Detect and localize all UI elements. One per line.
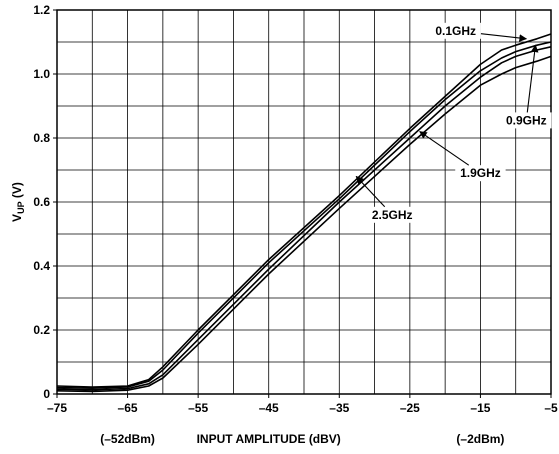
callout-backdrop	[367, 206, 418, 223]
callout-label: 0.1GHz	[435, 24, 476, 38]
series-line-2-5ghz	[56, 55, 552, 393]
x-axis-label: INPUT AMPLITUDE (dBV)	[197, 432, 341, 446]
callout-arrow	[419, 131, 470, 166]
callout-label: 2.5GHz	[372, 208, 413, 222]
series-line-1-9ghz	[56, 46, 552, 391]
y-axis-label-main: V	[10, 214, 24, 222]
y-tick-label: 0.8	[33, 131, 50, 145]
x-tick-label: –35	[329, 401, 349, 415]
x-tick-label: –5	[544, 401, 558, 415]
x-annotation: (–52dBm)	[100, 432, 155, 446]
x-annotation: (–2dBm)	[456, 432, 504, 446]
callout-arrow	[355, 175, 386, 208]
y-tick-label: 0.2	[33, 323, 50, 337]
x-tick-label: –75	[47, 401, 67, 415]
ticks: –75 –65 –55 –45 –35 –25 –15 –5 0 0.2 0.4 0.6 0.8 1.0 1…	[33, 3, 558, 446]
callouts: 0.1GHz 0.9GHz 1.9GHz 2.5GHz	[355, 22, 552, 223]
series-line-0-9ghz	[56, 41, 552, 390]
callout-arrow	[480, 33, 528, 42]
y-axis-label-subscript: UP	[16, 201, 26, 214]
series-line-0-1ghz	[56, 33, 552, 388]
callout-backdrop	[430, 22, 481, 39]
callout-backdrop	[501, 112, 552, 129]
callout-label: 0.9GHz	[506, 113, 547, 127]
y-tick-label: 1.0	[33, 67, 50, 81]
x-tick-label: –55	[188, 401, 208, 415]
y-axis-label-unit: (V)	[10, 182, 24, 201]
x-tick-label: –15	[470, 401, 490, 415]
series-layer	[56, 33, 552, 393]
x-tick-label: –45	[259, 401, 279, 415]
x-tick-label: –25	[400, 401, 420, 415]
callout-arrow	[526, 44, 539, 113]
x-tick-label: –65	[118, 401, 138, 415]
callout-label: 1.9GHz	[460, 166, 501, 180]
y-tick-label: 0.6	[33, 195, 50, 209]
y-tick-label: 1.2	[33, 3, 50, 17]
y-axis-label: VUP (V)	[10, 182, 26, 222]
y-tick-label: 0.4	[33, 259, 50, 273]
callout-backdrop	[455, 165, 506, 182]
y-tick-label: 0	[43, 387, 50, 401]
